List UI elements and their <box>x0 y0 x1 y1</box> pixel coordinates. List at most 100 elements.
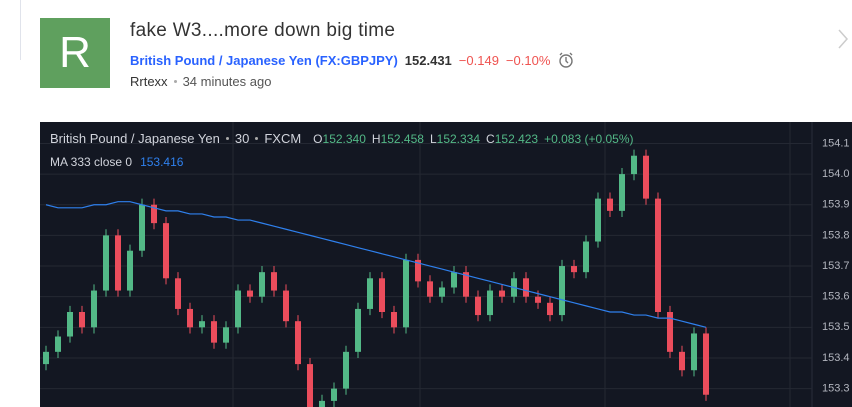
candle-body <box>631 155 637 175</box>
ohlc-key: H <box>371 131 381 146</box>
candle-body <box>475 296 481 316</box>
candle-body <box>655 198 661 312</box>
next-chevron[interactable] <box>836 28 850 50</box>
ohlc-key: L <box>429 131 437 146</box>
candle-body <box>331 388 337 401</box>
ohlc-value: 152.334 <box>436 131 481 146</box>
candle-body <box>523 278 529 297</box>
candle-body <box>703 333 709 395</box>
candle-body <box>643 155 649 199</box>
candle-body <box>439 287 445 297</box>
candle-body <box>679 351 685 371</box>
v-grid <box>232 122 791 407</box>
symbol-ticker[interactable]: (FX:GBPJPY) <box>315 52 398 68</box>
candle-body <box>151 204 157 224</box>
candle-body <box>487 290 493 316</box>
candle-body <box>223 327 229 343</box>
ma-line <box>45 201 707 328</box>
price: 152.431 <box>404 52 452 68</box>
candle-body <box>259 272 265 297</box>
candle-body <box>451 272 457 288</box>
candle-body <box>667 312 673 352</box>
ma-label: MA 333 close 0 <box>50 155 133 169</box>
ohlc-key: C <box>486 131 495 146</box>
ohlc: O 152.340 H 152.458 L 152.334 C 152.423 <box>307 132 538 146</box>
candle-body <box>67 312 73 337</box>
candle-body <box>235 290 241 328</box>
y-tick-label: 153.5 <box>822 321 850 333</box>
author[interactable]: Rrtexx <box>130 74 168 89</box>
separator <box>173 80 177 83</box>
ohlc-value: 152.458 <box>380 131 424 146</box>
candle-body <box>619 174 625 211</box>
y-tick-label: 154.0 <box>822 168 850 180</box>
chart-bg <box>40 122 852 407</box>
candle-body <box>535 296 541 303</box>
chart-legend: British Pound / Japanese Yen 30 FXCM O 15… <box>50 131 634 146</box>
candle-body <box>55 336 61 352</box>
candle-body <box>271 272 277 291</box>
separator <box>225 137 229 140</box>
idea-title[interactable]: fake W3....more down big time <box>130 20 396 41</box>
candle-body <box>295 321 301 365</box>
candle-body <box>103 235 109 291</box>
y-tick-label: 153.6 <box>822 291 850 303</box>
y-tick-label: 153.8 <box>822 229 850 241</box>
candle-body <box>427 281 433 297</box>
y-tick-label: 153.3 <box>822 383 850 395</box>
candle-body <box>139 204 145 251</box>
candle-body <box>367 278 373 309</box>
candle-body <box>175 278 181 309</box>
ohlc-value: 152.423 <box>494 131 539 146</box>
panel-edge <box>20 0 21 60</box>
candle-body <box>463 272 469 297</box>
candle-body <box>211 321 217 343</box>
candle-body <box>595 198 601 242</box>
candle-body <box>127 250 133 291</box>
candle-body <box>499 290 505 297</box>
symbol-name[interactable]: British Pound / Japanese Yen <box>130 52 312 68</box>
candle-body <box>403 259 409 328</box>
legend-symbol: British Pound / Japanese Yen <box>50 131 220 146</box>
candle-body <box>307 364 313 407</box>
ohlc-value: 152.340 <box>322 131 366 146</box>
candle-body <box>391 312 397 328</box>
candle-body <box>415 259 421 282</box>
candle-body <box>187 308 193 328</box>
y-tick-label: 154.1 <box>822 137 850 149</box>
legend-interval: 30 <box>234 131 250 146</box>
candle-body <box>559 266 565 316</box>
candle-body <box>547 302 553 316</box>
symbol-line: British Pound / Japanese Yen (FX:GBPJPY)… <box>130 51 575 69</box>
candle-body <box>319 400 325 407</box>
candle-body <box>583 241 589 273</box>
candle-body <box>43 351 49 365</box>
candle-body <box>79 312 85 328</box>
y-tick-label: 153.9 <box>822 199 850 211</box>
change: −0.149 <box>458 52 499 68</box>
candle-body <box>247 290 253 297</box>
time: 34 minutes ago <box>182 74 272 89</box>
candle-body <box>691 333 697 371</box>
symbol-link[interactable]: British Pound / Japanese Yen (FX:GBPJPY) <box>130 53 398 68</box>
candle-body <box>283 290 289 322</box>
meta-line: Rrtexx 34 minutes ago <box>130 74 271 89</box>
avatar[interactable]: R <box>40 18 110 88</box>
separator <box>255 137 259 140</box>
candle-body <box>343 351 349 389</box>
candle-body <box>379 278 385 312</box>
candle-body <box>355 308 361 352</box>
candle-body <box>199 321 205 328</box>
candle-body <box>163 223 169 279</box>
candle-body <box>607 198 613 211</box>
alert-icon[interactable] <box>557 51 575 69</box>
candle-body <box>115 235 121 291</box>
legend-source: FXCM <box>264 131 302 146</box>
candle-body <box>91 290 97 328</box>
candle-body <box>571 266 577 273</box>
y-tick-label: 153.4 <box>822 352 850 364</box>
ma-value: 153.416 <box>140 155 184 169</box>
ohlc-key: O <box>313 131 323 146</box>
